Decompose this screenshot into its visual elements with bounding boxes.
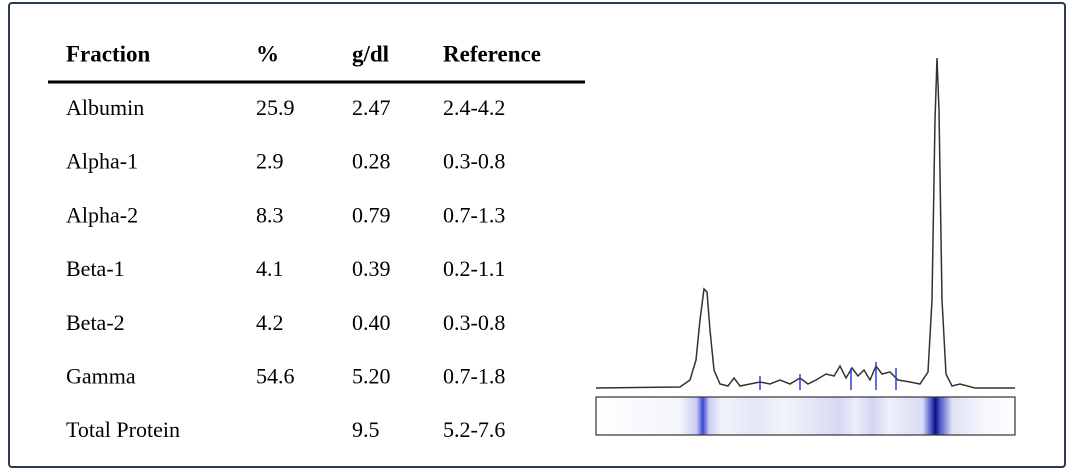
page: Fraction% g/dl Reference Albumin 25.9 2.47 2.4… [0,0,1073,472]
table-cell: 0.3-0.8 [443,149,505,174]
table-cell: 0.7-1.8 [443,364,505,389]
table-cell: 0.39 [352,256,391,281]
table-cell: 2.9 [256,149,284,174]
table-cell: Beta-2 [66,310,125,335]
table-cell: 5.2-7.6 [443,417,505,442]
report: Fraction% g/dl Reference Albumin 25.9 2.47 2.4… [0,0,1073,472]
fraction-markers [760,362,896,390]
header-cell: % [256,41,279,66]
table-cell: 5.20 [352,364,391,389]
table-cell: 0.79 [352,202,391,227]
table: Fraction% g/dl Reference Albumin 25.9 2.47 2.4… [66,41,541,442]
table-cell: 25.9 [256,95,295,120]
table-cell: 9.5 [352,417,380,442]
table-cell: 2.47 [352,95,391,120]
densitometry-trace [596,58,1015,388]
table-cell: Alpha-2 [66,202,138,227]
table-cell: 0.28 [352,149,391,174]
table-cell: 4.1 [256,256,284,281]
table-cell: Alpha-1 [66,149,138,174]
table-cell: Gamma [66,364,136,389]
header-cell: Reference [443,41,541,66]
header-cell: Fraction [66,41,151,66]
table-cell: Albumin [66,95,144,120]
table-cell: 54.6 [256,364,295,389]
gel-strip [596,397,1015,435]
table-cell: 0.3-0.8 [443,310,505,335]
table-cell: 4.2 [256,310,284,335]
table-cell: 2.4-4.2 [443,95,505,120]
table-cell: 0.2-1.1 [443,256,505,281]
table-cell: Total Protein [66,417,180,442]
table-cell: 8.3 [256,202,284,227]
header-cell: g/dl [352,41,389,66]
table-cell: Beta-1 [66,256,125,281]
table-cell: 0.7-1.3 [443,202,505,227]
table-cell: 0.40 [352,310,391,335]
